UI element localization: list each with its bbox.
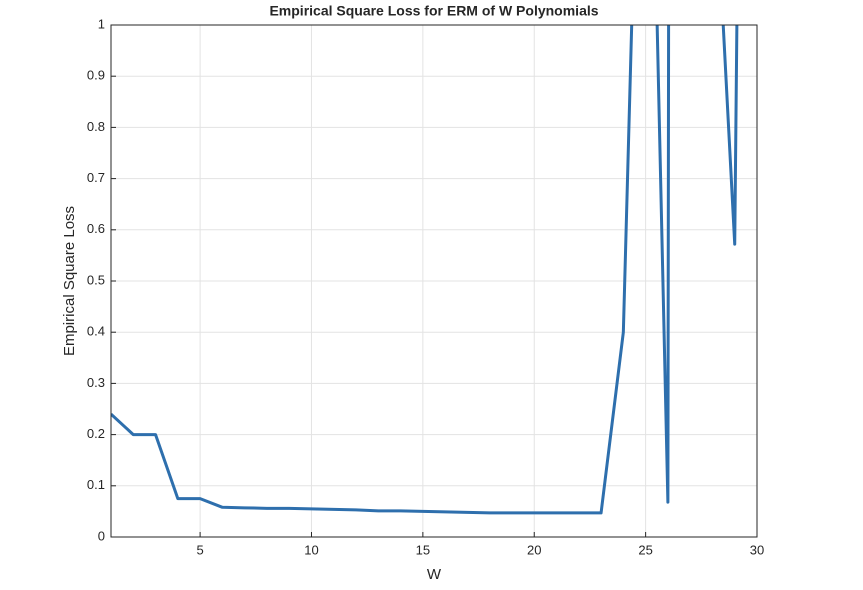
x-tick-label: 30 [750, 542, 764, 557]
x-tick-label: 20 [527, 542, 541, 557]
y-axis-label: Empirical Square Loss [61, 206, 78, 356]
x-tick-label: 10 [304, 542, 318, 557]
x-axis-label: W [427, 566, 442, 583]
chart-title: Empirical Square Loss for ERM of W Polyn… [269, 3, 598, 19]
data-line [111, 25, 739, 515]
y-tick-label: 0.9 [87, 68, 105, 83]
y-tick-label: 0.3 [87, 375, 105, 390]
x-tick-label: 15 [416, 542, 430, 557]
x-tick-label: 5 [196, 542, 203, 557]
y-tick-label: 0.4 [87, 324, 105, 339]
y-tick-label: 0.7 [87, 170, 105, 185]
y-tick-label: 0.2 [87, 426, 105, 441]
y-tick-label: 0.1 [87, 477, 105, 492]
y-tick-label: 0.6 [87, 221, 105, 236]
y-tick-label: 0.8 [87, 119, 105, 134]
y-tick-label: 0 [98, 528, 105, 543]
y-tick-label: 0.5 [87, 272, 105, 287]
x-tick-label: 25 [638, 542, 652, 557]
y-tick-label: 1 [98, 16, 105, 31]
